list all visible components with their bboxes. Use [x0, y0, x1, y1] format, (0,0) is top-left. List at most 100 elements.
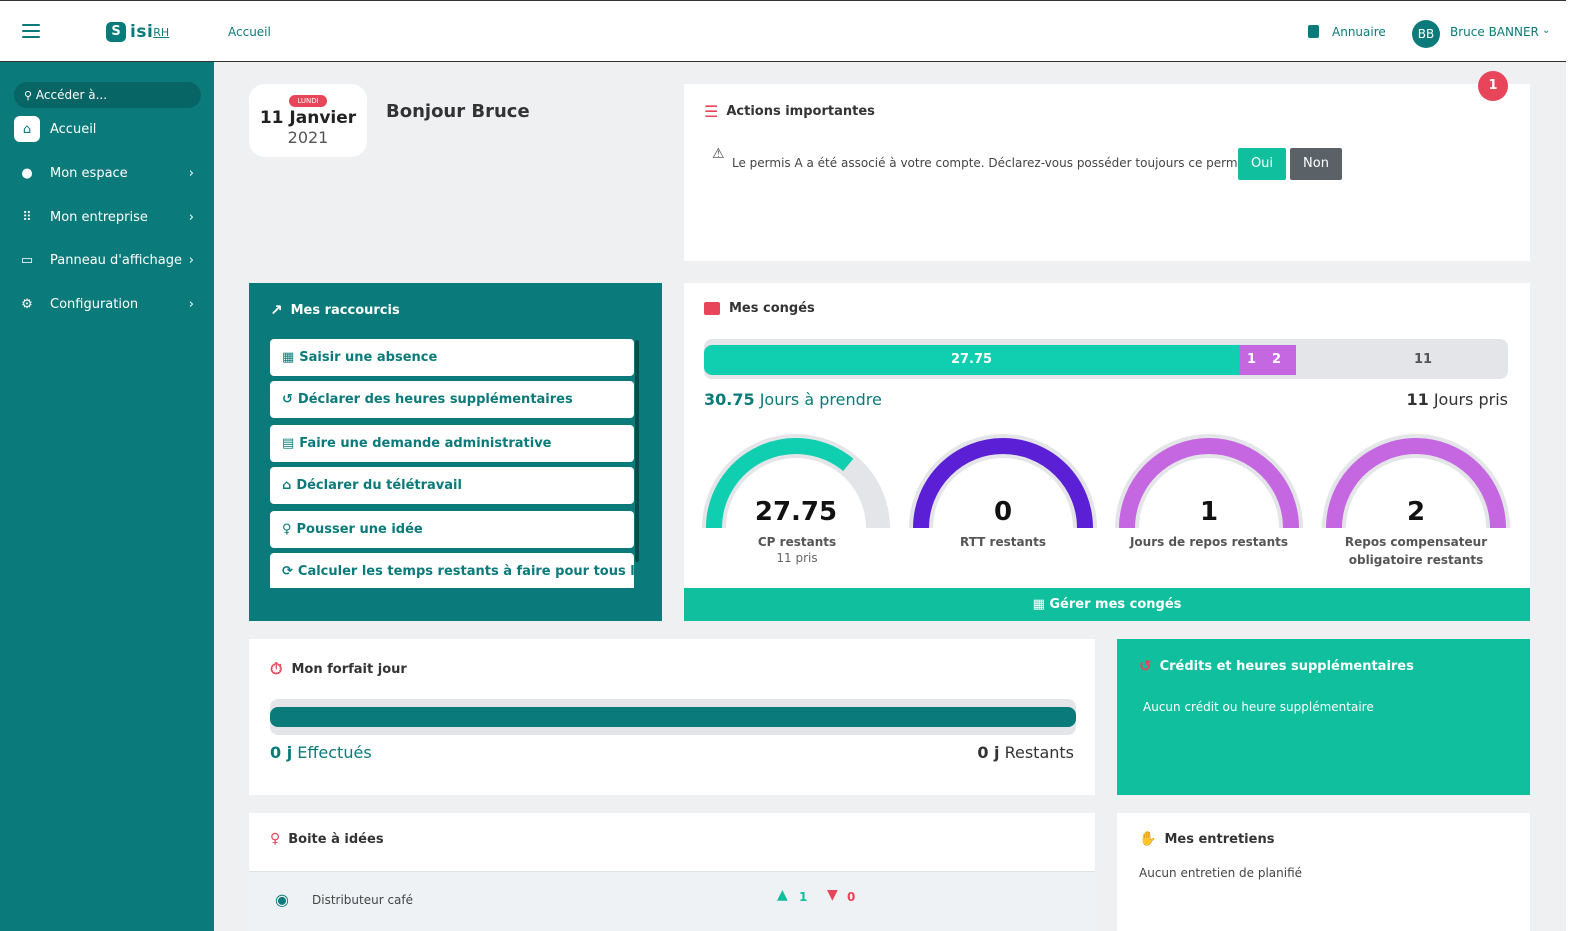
- forfait-card: ⏱ Mon forfait jour 0 j Effectués 0 j Res…: [249, 639, 1095, 795]
- forfait-remaining: 0 j Restants: [977, 743, 1074, 762]
- interviews-title: Mes entretiens: [1164, 831, 1275, 847]
- forfait-remaining-value: 0 j: [977, 743, 1000, 762]
- chevron-right-icon: ›: [188, 252, 194, 268]
- gauge-arc: [913, 438, 1093, 529]
- yes-button[interactable]: Oui: [1238, 148, 1286, 180]
- weekday-badge: LUNDI: [289, 95, 327, 107]
- leave-bar-cp-label: 27.75: [950, 352, 993, 367]
- chevron-right-icon: ›: [188, 296, 194, 312]
- leave-to-take: 30.75 Jours à prendre: [704, 390, 882, 409]
- shortcut-label: Pousser une idée: [296, 522, 423, 537]
- shortcut-heures-sup[interactable]: ↺ Déclarer des heures supplémentaires: [270, 381, 634, 418]
- contact-book-icon[interactable]: [1308, 25, 1319, 38]
- interviews-card: ✋ Mes entretiens Aucun entretien de plan…: [1117, 813, 1530, 931]
- sidebar-item-configuration[interactable]: ⚙ Configuration ›: [14, 289, 200, 319]
- directory-link[interactable]: Annuaire: [1332, 25, 1386, 39]
- date-card: LUNDI 11 Janvier 2021: [249, 84, 367, 157]
- forfait-done-value: 0 j: [270, 743, 293, 762]
- home-link[interactable]: Accueil: [228, 25, 271, 39]
- shortcut-label: Faire une demande administrative: [299, 436, 552, 451]
- actions-message: Le permis A a été associé à votre compte…: [732, 156, 1258, 170]
- leave-bar-repos: 1 2: [1239, 345, 1296, 375]
- shortcut-label: Calculer les temps restants à faire pour…: [297, 564, 634, 579]
- forfait-done: 0 j Effectués: [270, 743, 372, 762]
- thumbs-up-icon[interactable]: ▲: [777, 887, 788, 903]
- shortcut-saisir-absence[interactable]: ▦ Saisir une absence: [270, 339, 634, 376]
- leave-to-take-value: 30.75: [704, 390, 755, 409]
- sidebar-item-mon-espace[interactable]: ● Mon espace ›: [14, 158, 200, 188]
- likes-count: 1: [799, 890, 808, 904]
- leave-bar-comp-label: 2: [1272, 352, 1282, 367]
- gauge-arc: [1326, 438, 1506, 529]
- no-button[interactable]: Non: [1290, 148, 1342, 180]
- gauge-label: Jours de repos restants: [1129, 535, 1289, 549]
- logo-badge: S: [106, 22, 126, 42]
- list-item[interactable]: ◉ Distributeur café ▲ 1 ▼ 0: [249, 871, 1095, 931]
- leave-bar-repos-label: 1: [1247, 352, 1257, 367]
- notification-badge[interactable]: 1: [1478, 71, 1508, 101]
- leave-bar-cp: 27.75: [704, 345, 1239, 375]
- calendar-plus-icon: ▦: [282, 350, 295, 365]
- sidebar-item-label: Configuration: [50, 296, 139, 312]
- forfait-done-label: Effectués: [297, 743, 372, 762]
- handshake-icon: ✋: [1139, 831, 1157, 847]
- gauge-label: RTT restants: [960, 535, 1046, 549]
- credits-empty: Aucun crédit ou heure supplémentaire: [1143, 700, 1374, 714]
- external-link-icon: ↗: [270, 301, 283, 319]
- home-icon: ⌂: [282, 478, 292, 493]
- board-icon: ▭: [20, 252, 34, 268]
- shortcuts-scrollbar[interactable]: [635, 340, 639, 562]
- menu-icon[interactable]: [22, 24, 40, 38]
- document-icon: ▤: [282, 436, 295, 451]
- interviews-empty: Aucun entretien de planifié: [1139, 866, 1303, 880]
- suitcase-icon: [704, 302, 720, 315]
- leave-gauges: [702, 434, 1510, 529]
- chevron-right-icon: ›: [188, 165, 194, 181]
- forfait-title: Mon forfait jour: [291, 661, 407, 677]
- gauge-sub: 11 pris: [776, 551, 818, 565]
- home-icon: ⌂: [14, 116, 40, 142]
- lightbulb-icon: ♀: [282, 522, 292, 537]
- logo-suffix: RH: [153, 25, 170, 39]
- gauge-arc: [1119, 438, 1299, 529]
- refresh-icon: ⟳: [282, 564, 293, 579]
- actions-card: ☰ Actions importantes ⚠ Le permis A a ét…: [684, 84, 1530, 261]
- gauge-arc: [706, 438, 854, 529]
- logo[interactable]: S isi RH: [106, 22, 169, 42]
- sidebar-item-label: Accueil: [50, 121, 97, 137]
- search-input[interactable]: ⚲ Accéder à...: [14, 82, 201, 108]
- shortcuts-title: Mes raccourcis: [290, 302, 400, 318]
- eye-icon[interactable]: ◉: [275, 890, 289, 909]
- gauge-value: 1: [1199, 497, 1219, 527]
- shortcut-label: Déclarer du télétravail: [296, 478, 462, 493]
- shortcut-pousser-idee[interactable]: ♀ Pousser une idée: [270, 511, 634, 548]
- shortcut-calculer-temps[interactable]: ⟳ Calculer les temps restants à faire pou…: [270, 553, 634, 588]
- scrollbar-track[interactable]: [1566, 0, 1583, 931]
- sidebar-item-panneau[interactable]: ▭ Panneau d'affichage ›: [14, 245, 200, 275]
- idea-label: Distributeur café: [312, 893, 414, 907]
- grid-icon: ⠿: [22, 209, 32, 225]
- sidebar-item-mon-entreprise[interactable]: ⠿ Mon entreprise ›: [14, 202, 200, 232]
- thumbs-down-icon[interactable]: ▼: [827, 887, 838, 903]
- warning-icon: ⚠: [712, 146, 725, 162]
- forfait-remaining-label: Restants: [1004, 743, 1074, 762]
- user-name[interactable]: Bruce BANNER: [1450, 25, 1539, 39]
- greeting: Bonjour Bruce: [386, 101, 530, 122]
- forfait-progress-bar: [270, 707, 1076, 727]
- gauge-label: CP restants: [757, 535, 837, 549]
- leave-bar: 27.75 1 2 11: [704, 339, 1508, 379]
- logo-text: isi: [130, 22, 154, 42]
- shortcut-teletravail[interactable]: ⌂ Déclarer du télétravail: [270, 467, 634, 504]
- shortcut-demande-admin[interactable]: ▤ Faire une demande administrative: [270, 425, 634, 462]
- credits-title: Crédits et heures supplémentaires: [1159, 658, 1414, 674]
- manage-leave-button[interactable]: ▦ Gérer mes congés: [684, 588, 1530, 621]
- avatar[interactable]: BB: [1412, 20, 1440, 48]
- history-icon: ↺: [282, 392, 293, 407]
- chevron-down-icon[interactable]: ⌄: [1542, 25, 1551, 36]
- gears-icon: ⚙: [21, 296, 33, 312]
- forfait-progress: [270, 699, 1076, 735]
- top-bar: S isi RH Accueil Annuaire BB Bruce BANNE…: [0, 0, 1566, 62]
- leave-taken-label: Jours pris: [1433, 390, 1508, 409]
- sidebar-item-accueil[interactable]: ⌂ Accueil: [14, 114, 200, 144]
- search-placeholder: Accéder à...: [35, 88, 108, 102]
